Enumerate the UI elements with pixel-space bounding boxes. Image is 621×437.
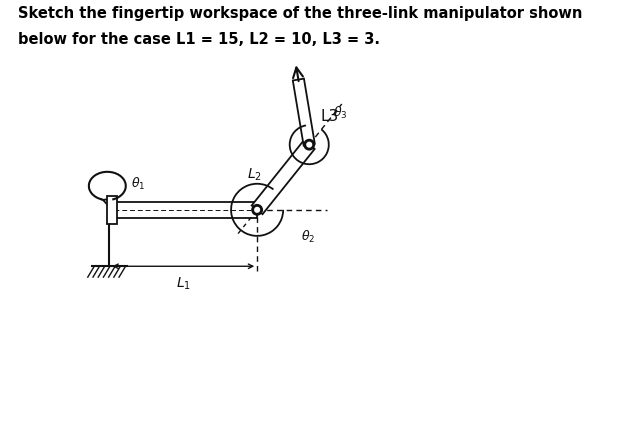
Circle shape bbox=[252, 205, 262, 215]
Circle shape bbox=[255, 208, 260, 212]
Text: L3: L3 bbox=[320, 109, 338, 124]
Polygon shape bbox=[252, 140, 315, 214]
Text: $L_1$: $L_1$ bbox=[176, 276, 191, 292]
Text: $L_2$: $L_2$ bbox=[248, 167, 263, 183]
Bar bbox=[107, 196, 117, 224]
Text: $\theta_1$: $\theta_1$ bbox=[131, 176, 145, 192]
Circle shape bbox=[307, 142, 312, 147]
Text: Sketch the fingertip workspace of the three-link manipulator shown: Sketch the fingertip workspace of the th… bbox=[18, 6, 582, 21]
Text: below for the case L1 = 15, L2 = 10, L3 = 3.: below for the case L1 = 15, L2 = 10, L3 … bbox=[18, 32, 380, 47]
Text: $\theta_2$: $\theta_2$ bbox=[301, 229, 315, 246]
Text: $\theta_3$: $\theta_3$ bbox=[333, 105, 348, 121]
Polygon shape bbox=[293, 79, 315, 146]
Bar bbox=[109, 202, 257, 218]
Circle shape bbox=[304, 139, 314, 150]
